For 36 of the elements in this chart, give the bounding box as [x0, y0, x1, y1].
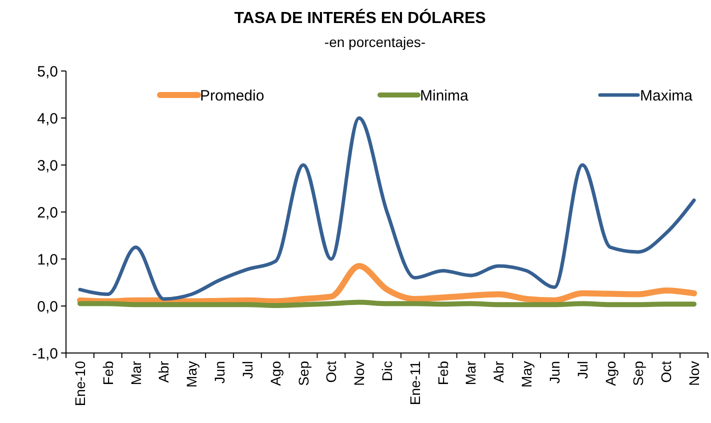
- x-tick-label: Nov: [686, 361, 702, 386]
- y-tick-label: -1,0: [32, 345, 58, 362]
- x-tick-label: May: [518, 361, 535, 388]
- x-tick-label: Jun: [546, 361, 562, 384]
- x-tick-label: Jul: [574, 361, 590, 379]
- x-tick-label: Nov: [351, 361, 368, 386]
- x-tick-label: Oct: [323, 360, 340, 383]
- x-tick-label: Feb: [434, 360, 451, 386]
- legend-label: Minima: [420, 87, 469, 104]
- x-tick-label: Jun: [212, 361, 228, 384]
- line-series: [78, 116, 696, 301]
- x-tick-label: Ago: [602, 360, 618, 386]
- x-tick-label: Abr: [490, 360, 507, 383]
- x-tick-label: Abr: [156, 360, 172, 383]
- y-tick-label: 4,0: [37, 110, 58, 128]
- x-tick-label: Ago: [267, 360, 284, 386]
- y-tick-label: 5,0: [37, 63, 58, 80]
- x-tick-label: Oct: [658, 360, 674, 383]
- legend-label: Promedio: [200, 87, 264, 104]
- x-tick-label: Ene-11: [406, 360, 423, 406]
- y-tick-label: 2,0: [37, 204, 58, 222]
- x-tick-label: Feb: [100, 360, 116, 386]
- x-tick-label: Mar: [462, 360, 479, 386]
- x-tick-label: Jul: [239, 361, 256, 379]
- y-tick-label: 1,0: [37, 251, 58, 268]
- y-tick-label: 3,0: [37, 157, 58, 174]
- chart-subtitle: -en porcentajes-: [324, 34, 426, 50]
- x-tick-label: Ene-10: [72, 360, 88, 406]
- x-tick-label: May: [184, 361, 200, 388]
- x-tick-label: Dic: [379, 361, 395, 382]
- x-tick-label: Sep: [295, 360, 312, 386]
- legend-label: Maxima: [640, 87, 694, 104]
- x-tick-label: Sep: [630, 360, 646, 386]
- x-tick-label: Mar: [128, 360, 144, 386]
- chart-title: TASA DE INTERÉS EN DÓLARES: [234, 8, 486, 27]
- y-tick-label: 0,0: [37, 298, 58, 316]
